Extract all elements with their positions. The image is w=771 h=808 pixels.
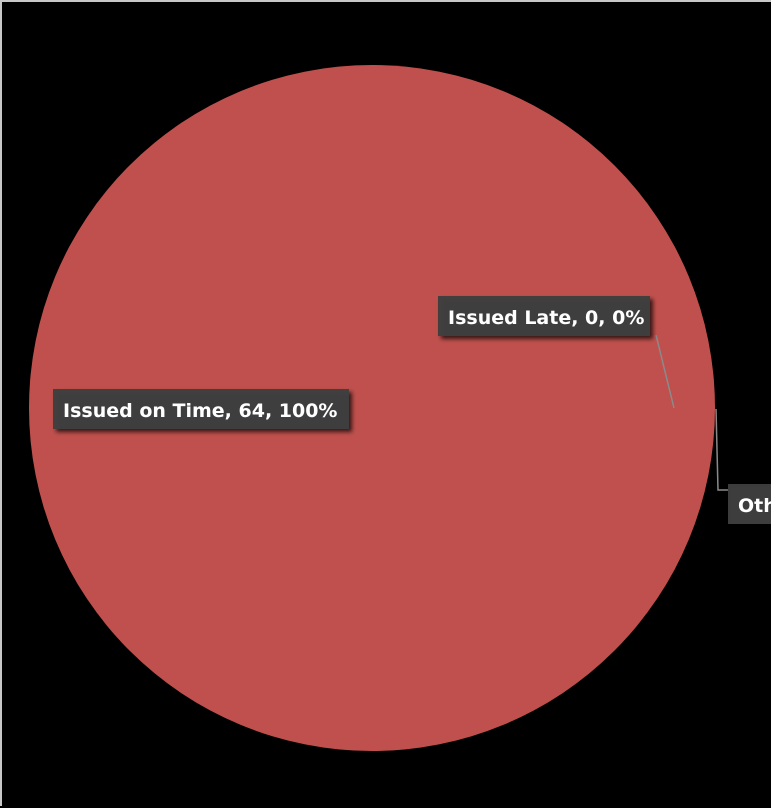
data-label-issued-on-time-box [53,389,349,429]
data-labels: Issued on Time, 64, 100% Issued Late, 0, … [53,296,771,524]
data-label-other: Oth [728,484,771,524]
pie-slices [29,65,715,751]
data-label-issued-on-time: Issued on Time, 64, 100% [53,389,349,429]
data-label-issued-late: Issued Late, 0, 0% [438,296,650,336]
leader-line-issued-late [655,334,675,409]
data-label-issued-late-text: Issued Late, 0, 0% [448,307,644,329]
leader-lines [655,334,728,491]
leader-line-other [715,408,728,491]
data-label-other-text: Oth [738,495,771,517]
pie-slice-issued-on-time [29,65,715,751]
data-label-issued-late-box [438,296,650,336]
data-label-issued-on-time-text: Issued on Time, 64, 100% [63,400,337,422]
data-label-other-box [728,484,771,524]
